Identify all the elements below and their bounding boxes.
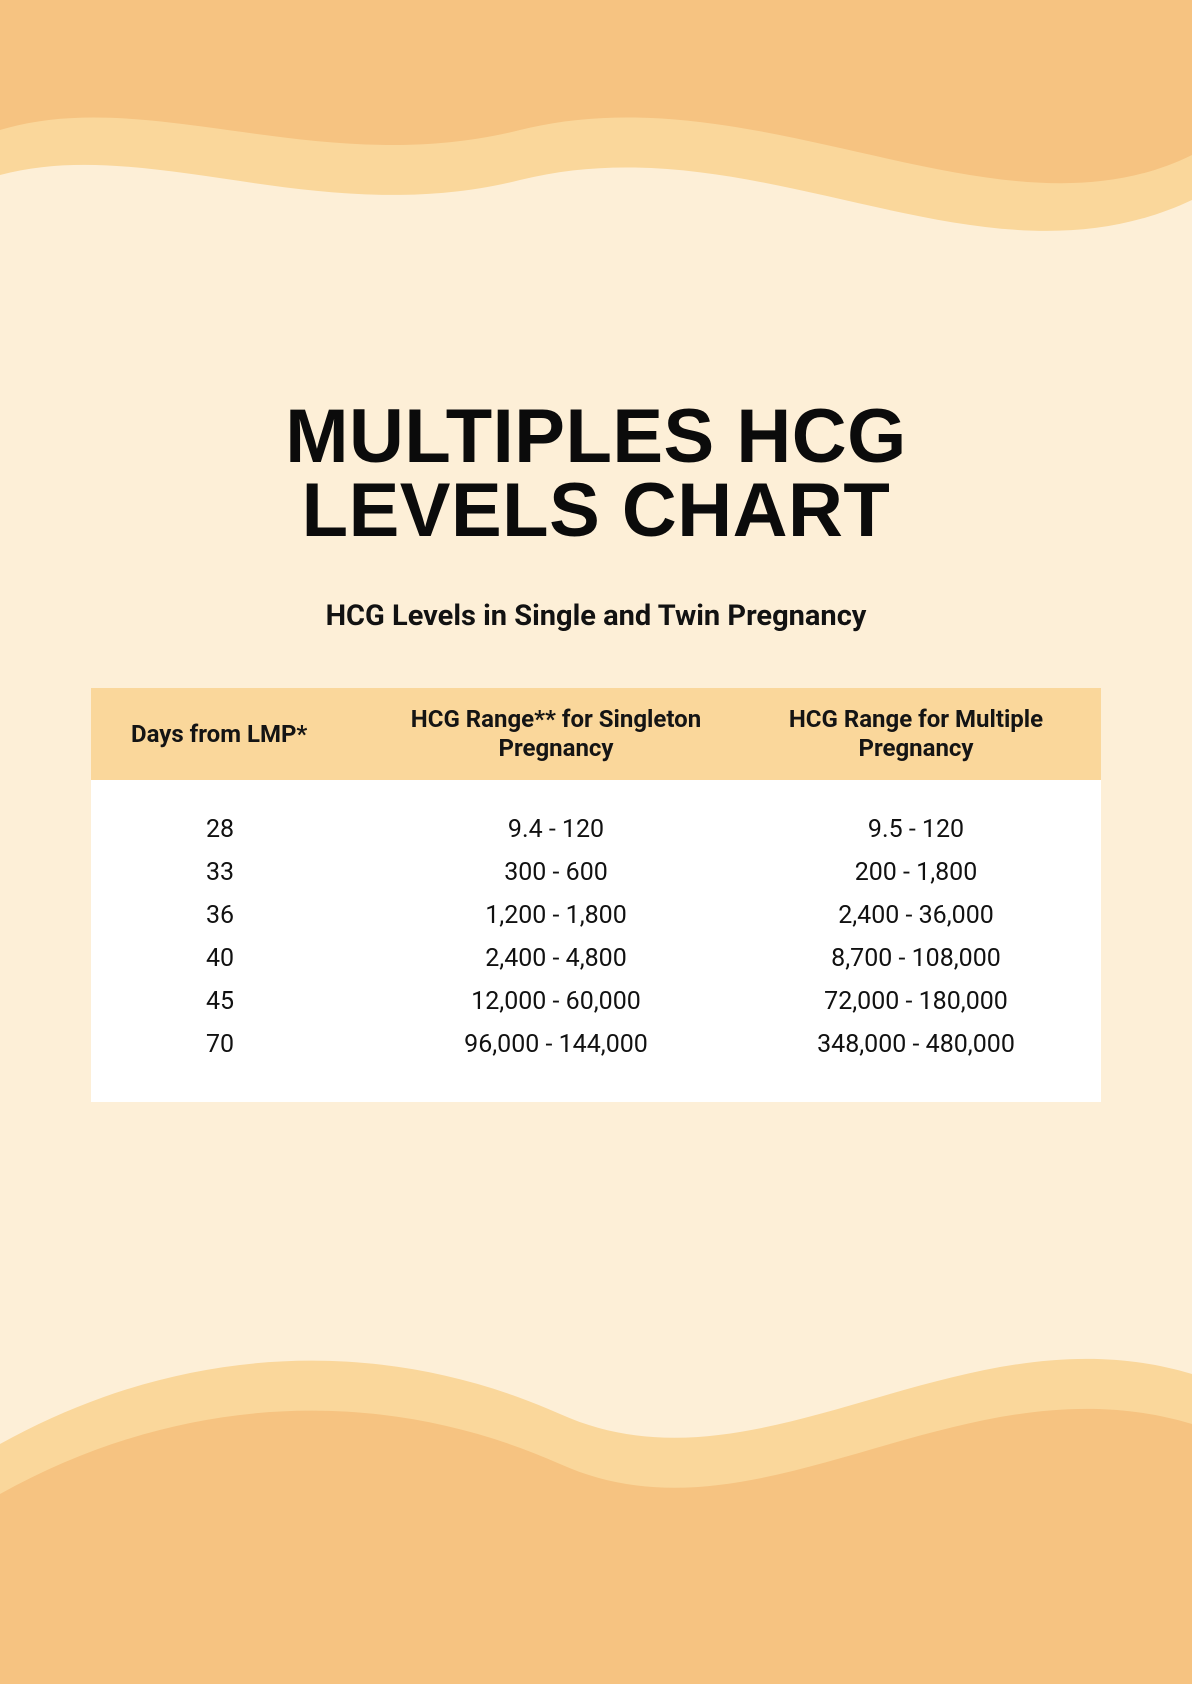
cell-singleton: 2,400 - 4,800 [381, 944, 731, 973]
table-row: 40 2,400 - 4,800 8,700 - 108,000 [91, 937, 1101, 980]
cell-days: 36 [91, 901, 381, 930]
cell-days: 33 [91, 858, 381, 887]
table-row: 36 1,200 - 1,800 2,400 - 36,000 [91, 894, 1101, 937]
title-line-2: LEVELS CHART [302, 468, 891, 553]
page-content: MULTIPLES HCG LEVELS CHART HCG Levels in… [0, 0, 1192, 1102]
bottom-wave-decoration [0, 1264, 1192, 1684]
hcg-table: Days from LMP* HCG Range** for Singleton… [91, 688, 1101, 1102]
cell-singleton: 96,000 - 144,000 [381, 1030, 731, 1059]
page-title: MULTIPLES HCG LEVELS CHART [196, 400, 996, 549]
cell-multiple: 9.5 - 120 [731, 815, 1101, 844]
cell-singleton: 300 - 600 [381, 858, 731, 887]
cell-multiple: 2,400 - 36,000 [731, 901, 1101, 930]
cell-multiple: 72,000 - 180,000 [731, 987, 1101, 1016]
page-subtitle: HCG Levels in Single and Twin Pregnancy [0, 599, 1192, 633]
table-header-row: Days from LMP* HCG Range** for Singleton… [91, 688, 1101, 780]
cell-singleton: 12,000 - 60,000 [381, 987, 731, 1016]
table-row: 70 96,000 - 144,000 348,000 - 480,000 [91, 1023, 1101, 1066]
cell-days: 40 [91, 944, 381, 973]
title-line-1: MULTIPLES HCG [285, 394, 907, 479]
table-row: 33 300 - 600 200 - 1,800 [91, 851, 1101, 894]
table-row: 45 12,000 - 60,000 72,000 - 180,000 [91, 980, 1101, 1023]
table-header-multiple: HCG Range for Multiple Pregnancy [731, 705, 1101, 763]
cell-days: 45 [91, 987, 381, 1016]
table-row: 28 9.4 - 120 9.5 - 120 [91, 808, 1101, 851]
table-body: 28 9.4 - 120 9.5 - 120 33 300 - 600 200 … [91, 780, 1101, 1102]
cell-singleton: 9.4 - 120 [381, 815, 731, 844]
cell-days: 70 [91, 1030, 381, 1059]
table-header-singleton: HCG Range** for Singleton Pregnancy [381, 705, 731, 763]
cell-multiple: 200 - 1,800 [731, 858, 1101, 887]
cell-multiple: 8,700 - 108,000 [731, 944, 1101, 973]
cell-singleton: 1,200 - 1,800 [381, 901, 731, 930]
cell-multiple: 348,000 - 480,000 [731, 1030, 1101, 1059]
cell-days: 28 [91, 815, 381, 844]
table-header-days: Days from LMP* [91, 720, 381, 749]
